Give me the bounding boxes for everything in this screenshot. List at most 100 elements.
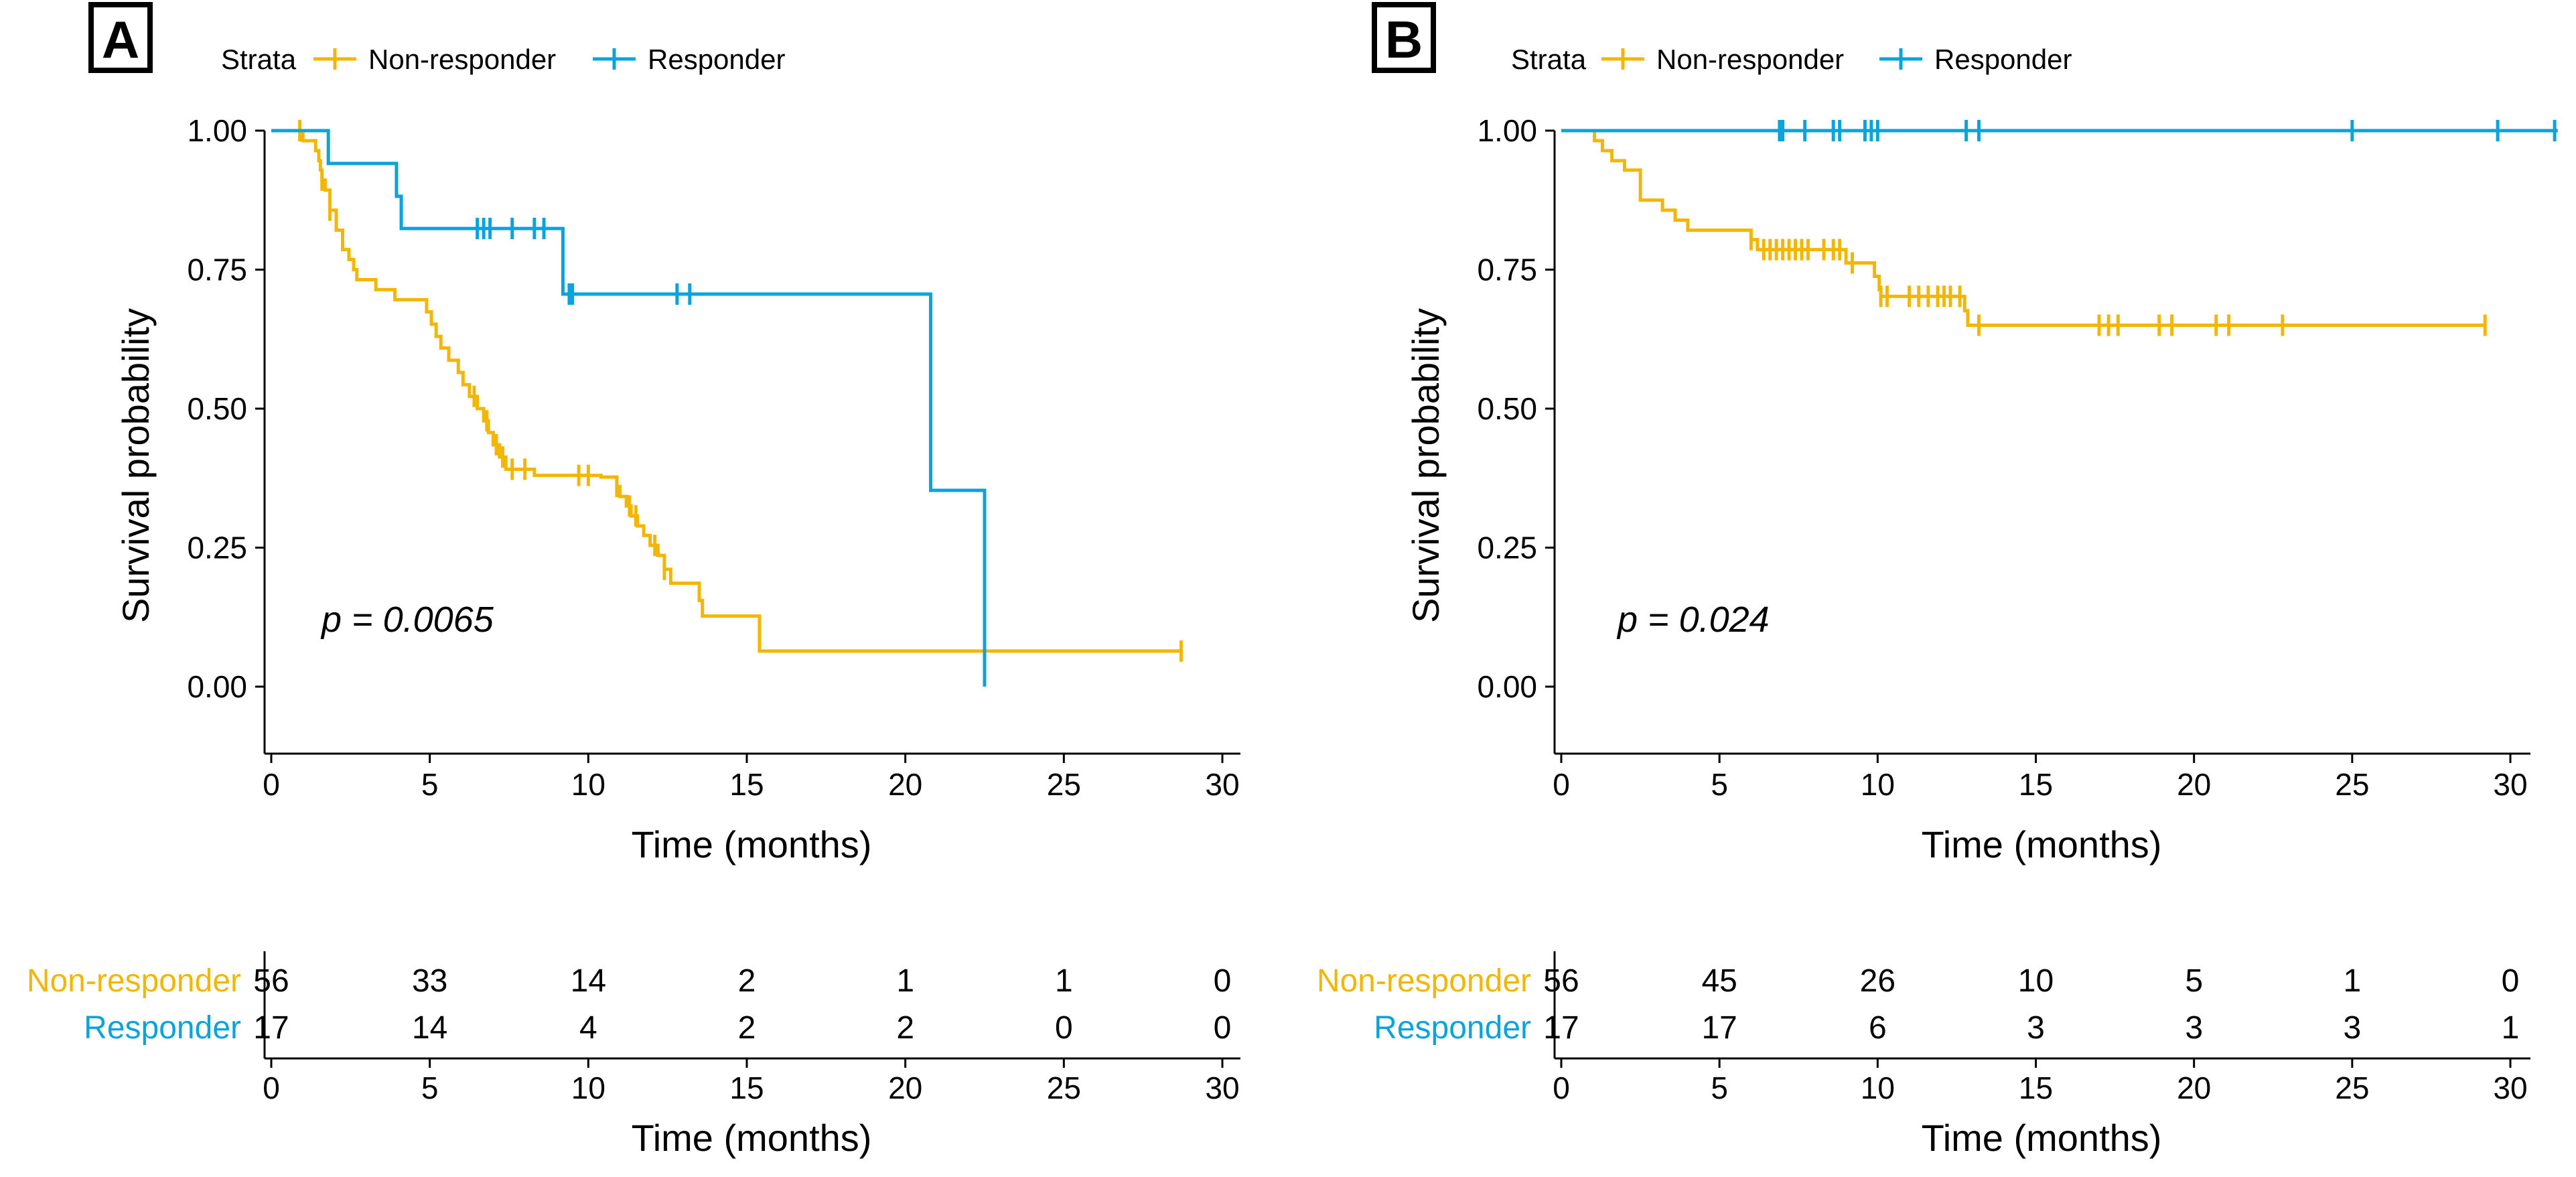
x-tick-label: 25: [1047, 767, 1081, 802]
risk-x-tick-label: 0: [263, 1070, 280, 1105]
legend-key-responder: [593, 48, 636, 70]
x-tick-label: 0: [1553, 767, 1570, 802]
panel-b: B Strata Non-responder Responder 0.00 0.2…: [1317, 2, 2558, 1159]
risk-row-label-non-responder: Non-responder: [1317, 963, 1531, 999]
panel-b-label-box: [1372, 2, 1436, 73]
y-tick-label: 0.50: [1477, 391, 1537, 426]
risk-count: 26: [1860, 963, 1895, 999]
risk-x-tick-label: 25: [1047, 1070, 1081, 1105]
panel-b-plot: 0.00 0.25 0.50 0.75 1.00 0 5 10 15 20 25 30: [1477, 113, 2558, 802]
legend-label-responder: Responder: [1934, 44, 2072, 75]
risk-x-tick-label: 10: [571, 1070, 605, 1105]
legend-label-responder: Responder: [648, 44, 785, 75]
risk-count: 3: [2027, 1010, 2045, 1046]
risk-count: 56: [253, 963, 289, 999]
legend-label-non-responder: Non-responder: [368, 44, 556, 75]
x-tick-label: 30: [2493, 767, 2527, 802]
x-tick-label: 5: [421, 767, 439, 802]
risk-x-tick-label: 15: [2019, 1070, 2053, 1105]
legend-title: Strata: [1511, 44, 1587, 75]
risk-x-tick-label: 5: [421, 1070, 439, 1105]
risk-count: 1: [896, 963, 914, 999]
panel-a-legend: Strata Non-responder Responder: [221, 44, 785, 75]
risk-count: 0: [1214, 1010, 1232, 1046]
risk-count: 17: [1543, 1010, 1579, 1046]
legend-key-responder: [1879, 48, 1922, 70]
panel-a-label-box: [88, 2, 153, 73]
risk-x-tick-label: 5: [1711, 1070, 1728, 1105]
panel-a-plot: 0.00 0.25 0.50 0.75 1.00 0 5 10 15 20 25 30: [187, 113, 1240, 802]
legend-label-non-responder: Non-responder: [1656, 44, 1844, 75]
risk-x-tick-label: 30: [2493, 1070, 2527, 1105]
risk-count: 4: [579, 1010, 597, 1046]
x-tick-label: 5: [1711, 767, 1728, 802]
x-tick-label: 25: [2335, 767, 2369, 802]
risk-count: 45: [1701, 963, 1737, 999]
risk-count: 6: [1869, 1010, 1887, 1046]
x-tick-label: 10: [1861, 767, 1895, 802]
risk-count: 3: [2185, 1010, 2203, 1046]
y-tick-label: 0.75: [187, 253, 247, 287]
x-tick-label: 20: [888, 767, 922, 802]
survival-curve-non-responder: [1561, 129, 2486, 327]
y-tick-label: 0.00: [1477, 669, 1537, 704]
risk-count: 1: [2343, 963, 2361, 999]
panel-a-y-axis-title: Survival probability: [115, 308, 157, 623]
risk-count: 14: [571, 963, 606, 999]
panel-a-x-axis-title: Time (months): [632, 823, 872, 866]
risk-count: 5: [2185, 963, 2203, 999]
risk-x-tick-label: 0: [1553, 1070, 1570, 1105]
x-tick-label: 0: [263, 767, 280, 802]
risk-count: 0: [1055, 1010, 1073, 1046]
risk-count: 0: [2502, 963, 2520, 999]
panel-b-x-axis-title: Time (months): [1922, 823, 2162, 866]
y-tick-label: 0.25: [187, 531, 247, 565]
panel-a-risk-x-axis-title: Time (months): [632, 1117, 872, 1159]
panel-a-p-value: p = 0.0065: [320, 600, 494, 640]
survival-curve-responder: [271, 129, 987, 687]
legend-key-non-responder: [313, 48, 356, 70]
y-tick-label: 0.75: [1477, 253, 1537, 287]
risk-x-tick-label: 15: [729, 1070, 764, 1105]
risk-count: 1: [1055, 963, 1073, 999]
y-tick-label: 1.00: [1477, 113, 1537, 148]
x-tick-label: 15: [729, 767, 764, 802]
y-tick-label: 0.25: [1477, 531, 1537, 565]
risk-count: 17: [253, 1010, 289, 1046]
legend-title: Strata: [221, 44, 297, 75]
risk-count: 2: [738, 1010, 756, 1046]
risk-count: 0: [1214, 963, 1232, 999]
risk-count: 3: [2343, 1010, 2361, 1046]
risk-row-label-non-responder: Non-responder: [27, 963, 241, 999]
risk-count: 10: [2018, 963, 2054, 999]
x-tick-label: 30: [1205, 767, 1239, 802]
risk-x-tick-label: 25: [2335, 1070, 2369, 1105]
y-tick-label: 0.50: [187, 391, 247, 426]
x-tick-label: 20: [2177, 767, 2211, 802]
risk-count: 33: [412, 963, 447, 999]
risk-count: 2: [896, 1010, 914, 1046]
x-tick-label: 10: [571, 767, 605, 802]
panel-b-risk-x-axis-title: Time (months): [1922, 1117, 2162, 1159]
risk-x-tick-label: 20: [2177, 1070, 2211, 1105]
risk-count: 14: [412, 1010, 447, 1046]
risk-count: 56: [1543, 963, 1579, 999]
panel-b-p-value: p = 0.024: [1616, 600, 1770, 640]
x-tick-label: 15: [2019, 767, 2053, 802]
survival-curve-non-responder: [271, 129, 1182, 653]
risk-count: 2: [738, 963, 756, 999]
risk-row-label-responder: Responder: [84, 1010, 241, 1046]
y-tick-label: 1.00: [187, 113, 247, 148]
risk-x-tick-label: 20: [888, 1070, 922, 1105]
risk-count: 1: [2502, 1010, 2520, 1046]
panel-a-label: A: [102, 10, 139, 69]
panel-b-legend: Strata Non-responder Responder: [1511, 44, 2072, 75]
risk-row-label-responder: Responder: [1374, 1010, 1531, 1046]
risk-count: 17: [1701, 1010, 1737, 1046]
panel-b-y-axis-title: Survival probability: [1405, 308, 1447, 623]
risk-x-tick-label: 30: [1205, 1070, 1239, 1105]
panel-b-label: B: [1385, 10, 1423, 69]
